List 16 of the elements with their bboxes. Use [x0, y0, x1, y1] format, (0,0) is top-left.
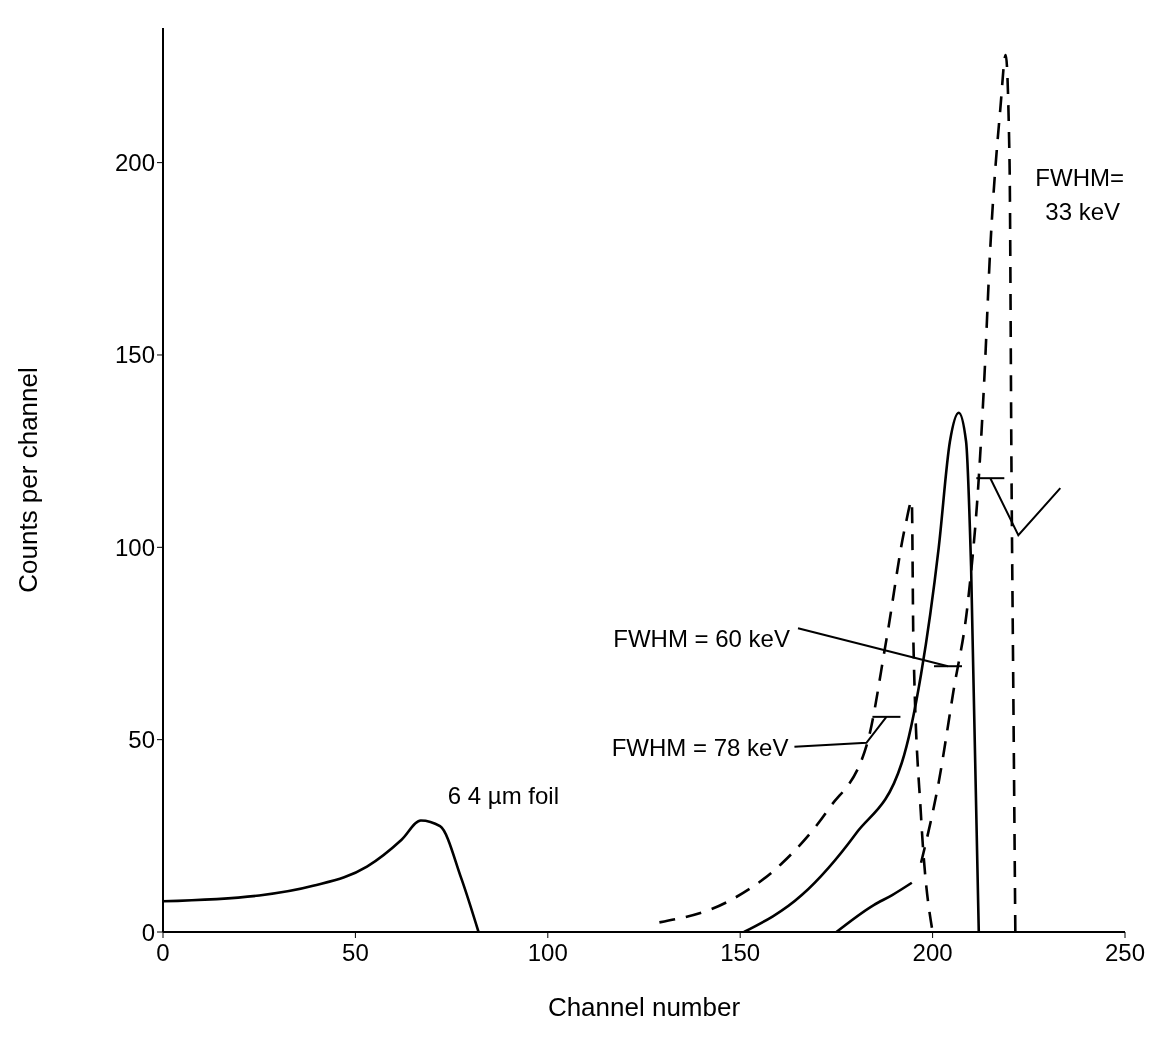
- x-tick-label: 100: [527, 939, 568, 967]
- x-tick-label: 150: [720, 939, 761, 967]
- y-tick-label: 0: [141, 918, 155, 946]
- x-tick-label: 250: [1104, 939, 1146, 967]
- y-tick-label: 150: [114, 341, 155, 369]
- y-tick-label: 200: [114, 149, 155, 177]
- annotation: FWHM = 78 keV: [611, 733, 789, 761]
- annotation: FWHM = 60 keV: [613, 625, 790, 653]
- y-axis-title: Counts per channel: [13, 367, 44, 593]
- y-tick-label: 100: [114, 533, 155, 561]
- x-tick-label: 200: [912, 939, 953, 967]
- y-tick-label: 50: [128, 726, 155, 754]
- annotation: 6 4 µm foil: [447, 781, 560, 809]
- x-axis-title: Channel number: [547, 992, 741, 1022]
- annotation: FWHM= 33 keV: [1035, 164, 1124, 226]
- x-tick-label: 50: [342, 939, 369, 967]
